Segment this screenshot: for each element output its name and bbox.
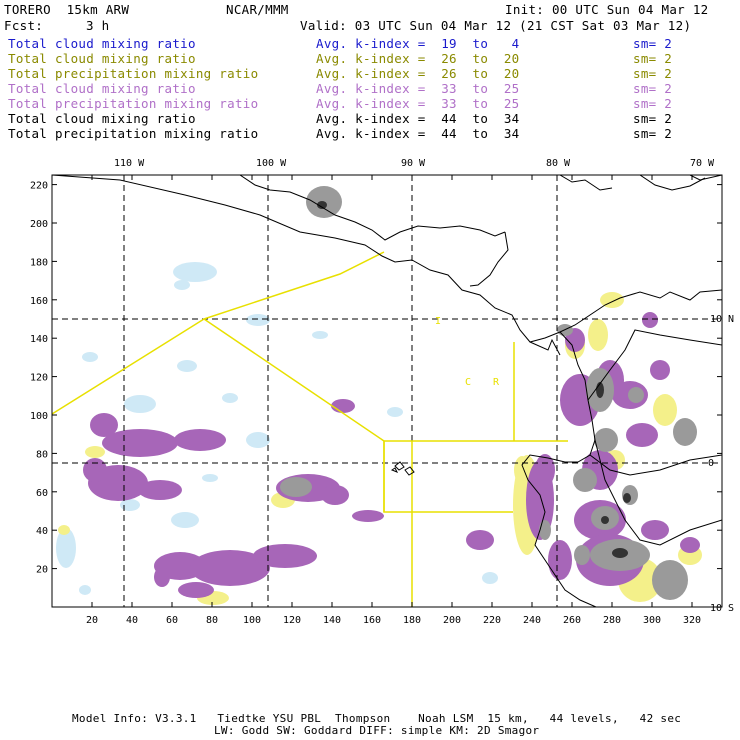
- y-tick-label: 40: [36, 526, 48, 537]
- legend-field: Total precipitation mixing ratio: [8, 96, 259, 111]
- legend-kindex: Avg. k-index = 19 to 4: [316, 36, 520, 51]
- region-label: I: [435, 316, 441, 327]
- lon-label: 100 W: [256, 158, 287, 169]
- legend-sm: sm= 2: [633, 36, 673, 51]
- lon-label: 90 W: [401, 158, 426, 169]
- y-tick-label: 100: [30, 411, 48, 422]
- x-tick-label: 240: [523, 615, 541, 626]
- lat-label: 10 S: [710, 603, 734, 614]
- legend-field: Total precipitation mixing ratio: [8, 126, 259, 141]
- legend-sm: sm= 2: [633, 66, 673, 81]
- y-tick-label: 180: [30, 257, 48, 268]
- init-time: Init: 00 UTC Sun 04 Mar 12: [505, 2, 709, 17]
- legend-sm: sm= 2: [633, 111, 673, 126]
- legend-field: Total cloud mixing ratio: [8, 81, 196, 96]
- region-label: R: [493, 377, 500, 388]
- legend-sm: sm= 2: [633, 126, 673, 141]
- org-label: NCAR/MMM: [226, 2, 289, 17]
- y-tick-label: 80: [36, 449, 48, 460]
- map-fields: I C R: [52, 175, 722, 607]
- physics-info: LW: Godd SW: Goddard DIFF: simple KM: 2D…: [214, 724, 540, 737]
- x-tick-label: 160: [363, 615, 381, 626]
- y-tick-label: 220: [30, 181, 48, 192]
- y-tick-label: 140: [30, 334, 48, 345]
- map-frame: [51, 174, 723, 608]
- region-label: C: [465, 377, 471, 388]
- y-tick-label: 120: [30, 373, 48, 384]
- lat-label: 0: [708, 458, 714, 469]
- legend-kindex: Avg. k-index = 33 to 25: [316, 81, 520, 96]
- axis-ticks: 20 40 60 80 100 120 140 160 180 200 220 240 260 280 30…: [30, 175, 722, 626]
- model-info: Model Info: V3.3.1 Tiedtke YSU PBL Thomp…: [72, 712, 682, 725]
- y-tick-label: 200: [30, 219, 48, 230]
- x-tick-label: 80: [206, 615, 218, 626]
- lon-label: 110 W: [114, 158, 145, 169]
- legend-field: Total cloud mixing ratio: [8, 51, 196, 66]
- x-tick-label: 40: [126, 615, 138, 626]
- legend-sm: sm= 2: [633, 96, 673, 111]
- x-tick-label: 320: [683, 615, 701, 626]
- region-boundaries: [52, 251, 568, 607]
- forecast-value: 3 h: [86, 18, 110, 33]
- x-tick-label: 60: [166, 615, 178, 626]
- x-tick-label: 260: [563, 615, 581, 626]
- coastlines: [52, 175, 722, 607]
- lon-label: 80 W: [546, 158, 571, 169]
- x-tick-label: 180: [403, 615, 421, 626]
- legend-field: Total cloud mixing ratio: [8, 111, 196, 126]
- cloud-field-light: [56, 262, 498, 595]
- x-tick-label: 280: [603, 615, 621, 626]
- legend-kindex: Avg. k-index = 26 to 20: [316, 51, 520, 66]
- legend-sm: sm= 2: [633, 51, 673, 66]
- lon-label: 70 W: [690, 158, 715, 169]
- legend-field: Total cloud mixing ratio: [8, 36, 196, 51]
- x-tick-label: 200: [443, 615, 461, 626]
- x-tick-label: 140: [323, 615, 341, 626]
- x-tick-label: 220: [483, 615, 501, 626]
- model-title: TORERO 15km ARW: [4, 2, 130, 17]
- legend-kindex: Avg. k-index = 44 to 34: [316, 111, 520, 126]
- y-tick-label: 20: [36, 565, 48, 576]
- legend-sm: sm= 2: [633, 81, 673, 96]
- forecast-label: Fcst:: [4, 18, 44, 33]
- x-tick-label: 120: [283, 615, 301, 626]
- x-tick-label: 20: [86, 615, 98, 626]
- legend-kindex: Avg. k-index = 33 to 25: [316, 96, 520, 111]
- legend-field: Total precipitation mixing ratio: [8, 66, 259, 81]
- valid-time: Valid: 03 UTC Sun 04 Mar 12 (21 CST Sat …: [300, 18, 692, 33]
- x-tick-label: 100: [243, 615, 261, 626]
- y-tick-label: 60: [36, 488, 48, 499]
- x-tick-label: 300: [643, 615, 661, 626]
- legend-kindex: Avg. k-index = 26 to 20: [316, 66, 520, 81]
- legend-kindex: Avg. k-index = 44 to 34: [316, 126, 520, 141]
- y-tick-label: 160: [30, 296, 48, 307]
